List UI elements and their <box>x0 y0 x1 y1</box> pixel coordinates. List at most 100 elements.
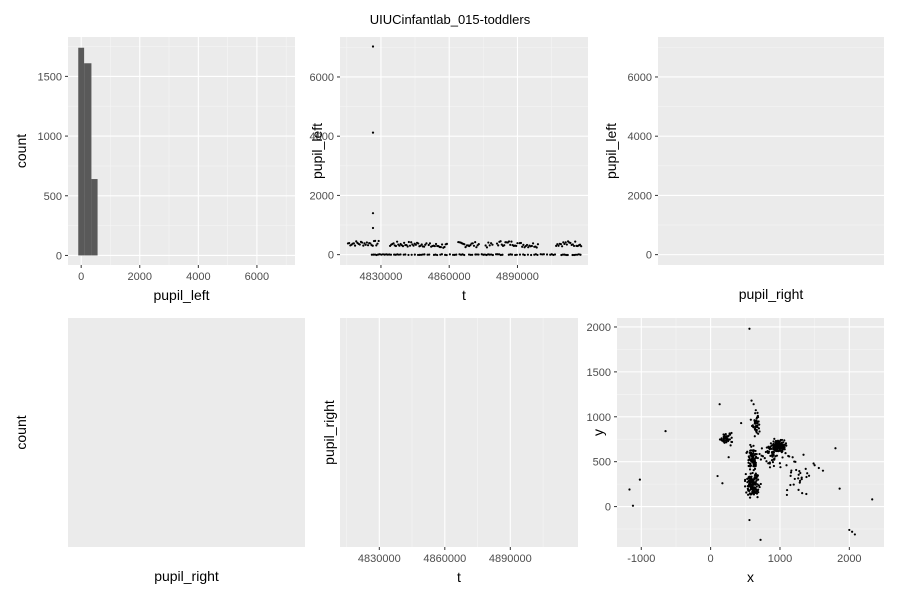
scatter-point <box>750 452 754 456</box>
y-tick-label: 1000 <box>38 131 62 143</box>
scatter-point <box>519 241 523 245</box>
scatter-point <box>801 492 804 495</box>
scatter-point <box>370 253 373 256</box>
scatter-point <box>477 253 480 256</box>
scatter-point <box>785 464 788 467</box>
scatter-point <box>848 528 851 532</box>
scatter-point <box>751 478 754 481</box>
scatter-point <box>781 445 785 449</box>
scatter-point <box>728 438 732 441</box>
scatter-point <box>781 448 784 451</box>
scatter-point <box>523 253 526 257</box>
y-tick-label: 0 <box>328 250 334 262</box>
scatter-point <box>716 474 719 478</box>
x-axis: 4830000 4860000 4890000 <box>360 265 539 283</box>
scatter-point <box>516 242 519 245</box>
scatter-point <box>749 479 752 482</box>
scatter-point <box>756 489 759 492</box>
x-tick-label: 2000 <box>837 553 861 565</box>
scatter-point <box>807 474 811 477</box>
scatter-point <box>628 488 631 491</box>
scatter-point <box>775 441 778 444</box>
scatter-point <box>763 457 766 460</box>
scatter-point <box>749 472 752 475</box>
y-tick-label: 0 <box>646 250 652 262</box>
scatter-point <box>805 475 808 479</box>
scatter-point <box>752 426 755 429</box>
scatter-point <box>730 436 733 439</box>
x-tick-label: 4860000 <box>428 271 471 283</box>
scatter-points <box>346 45 583 257</box>
scatter-point <box>427 243 430 247</box>
scatter-point <box>748 496 752 499</box>
x-axis-label: pupil_right <box>739 286 804 302</box>
scatter-point <box>871 498 874 501</box>
scatter-point <box>753 427 757 430</box>
gridlines <box>346 318 544 547</box>
scatter-point <box>821 469 825 472</box>
scatter-point <box>420 243 423 246</box>
scatter-point <box>756 496 759 499</box>
y-tick-label: 4000 <box>628 131 652 143</box>
scatter-point <box>797 477 800 480</box>
scatter-point <box>545 253 549 256</box>
scatter-point <box>471 242 474 245</box>
y-tick-label: 500 <box>44 191 62 203</box>
scatter-point <box>747 461 750 464</box>
scatter-point <box>750 424 754 428</box>
scatter-point <box>428 242 432 245</box>
histogram-bar <box>78 47 85 256</box>
y-axis-label: y <box>590 429 606 436</box>
scatter-point <box>758 423 761 426</box>
scatter-point <box>744 478 747 481</box>
scatter-point <box>800 476 803 479</box>
scatter-point <box>752 444 755 447</box>
x-axis-label: pupil_left <box>153 287 209 303</box>
scatter-point <box>565 243 568 246</box>
scatter-point <box>750 445 753 448</box>
scatter-point <box>569 241 572 245</box>
scatter-point <box>749 418 752 421</box>
scatter-point <box>561 245 564 248</box>
scatter-point <box>772 446 775 449</box>
scatter-point <box>778 448 782 451</box>
scatter-point <box>377 239 380 243</box>
scatter-point <box>753 475 757 479</box>
scatter-point <box>463 243 466 246</box>
scatter-point <box>795 468 798 472</box>
scatter-point <box>757 432 760 435</box>
scatter-point <box>751 471 754 475</box>
scatter-point <box>455 253 458 256</box>
scatter-point <box>723 441 726 444</box>
y-tick-label: 1500 <box>38 71 62 83</box>
scatter-point <box>805 492 808 496</box>
y-tick-label: 1500 <box>587 367 611 379</box>
scatter-point <box>740 421 743 425</box>
scatter-point <box>389 253 393 256</box>
scatter-point <box>535 246 538 249</box>
scatter-point <box>799 471 802 475</box>
scatter-point <box>774 445 777 448</box>
scatter-point <box>748 492 752 495</box>
scatter-point <box>768 466 772 469</box>
scatter-point <box>407 253 410 257</box>
scatter-point <box>514 253 517 257</box>
scatter-point <box>757 427 761 430</box>
scatter-point <box>752 403 755 406</box>
scatter-point <box>352 242 355 245</box>
scatter-point <box>813 464 816 467</box>
scatter-point <box>426 253 429 256</box>
scatter-point <box>463 253 466 257</box>
scatter-point <box>509 243 512 246</box>
scatter-point <box>443 245 446 249</box>
scatter-point <box>728 432 731 435</box>
scatter-point <box>771 460 775 464</box>
y-axis-label: count <box>13 415 29 449</box>
scatter-point <box>789 474 792 477</box>
scatter-point <box>469 253 472 256</box>
x-tick-label: 4890000 <box>496 271 539 283</box>
scatter-point <box>749 458 752 461</box>
scatter-point <box>754 412 757 415</box>
x-axis-label: x <box>747 569 754 585</box>
